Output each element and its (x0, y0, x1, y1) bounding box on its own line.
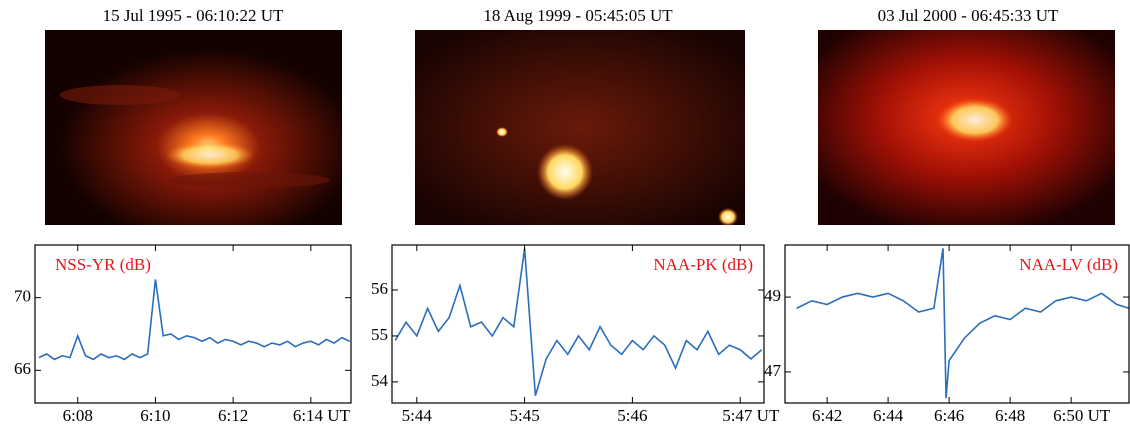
x-tick-label: 5:46 (617, 406, 647, 425)
image-panel (818, 30, 1115, 225)
image-panel (45, 30, 342, 225)
y-tick-label: 56 (371, 279, 388, 298)
legend-label: NSS-YR (dB) (55, 255, 151, 274)
series-line (394, 248, 763, 396)
y-tick-label: 54 (371, 371, 389, 390)
image-caption: 15 Jul 1995 - 06:10:22 UT (103, 6, 284, 25)
legend-label: NAA-LV (dB) (1019, 255, 1118, 274)
y-tick-label: 55 (371, 325, 388, 344)
chart: 66 70 6:08 6:10 6:12 6:14 UT NSS-YR (dB) (14, 244, 352, 425)
x-tick-label: 6:44 (873, 406, 904, 425)
plot-frame (391, 244, 765, 404)
x-tick-label: 5:47 UT (722, 406, 780, 425)
y-tick-label: 49 (764, 286, 781, 305)
image-caption: 18 Aug 1999 - 05:45:05 UT (483, 6, 673, 25)
x-tick-label: 6:12 (218, 406, 248, 425)
y-tick-label: 66 (14, 359, 31, 378)
x-tick-label: 6:14 UT (293, 406, 351, 425)
x-tick-label: 6:08 (63, 406, 93, 425)
x-tick-label: 6:48 (995, 406, 1025, 425)
x-tick-label: 5:44 (402, 406, 433, 425)
y-tick-label: 47 (764, 361, 782, 380)
series-line (38, 279, 351, 361)
series-line (796, 248, 1130, 399)
plot-frame (34, 244, 352, 404)
x-tick-label: 6:50 UT (1053, 406, 1111, 425)
x-tick-label: 5:45 (509, 406, 539, 425)
chart: 47 49 6:42 6:44 6:46 6:48 6:50 UT NAA-LV (dB) (764, 244, 1130, 425)
x-tick-label: 6:46 (934, 406, 964, 425)
image-panel (415, 30, 745, 226)
legend-label: NAA-PK (dB) (653, 255, 753, 274)
y-tick-label: 70 (14, 287, 31, 306)
plot-frame (784, 244, 1130, 404)
x-tick-label: 6:10 (140, 406, 170, 425)
image-caption: 03 Jul 2000 - 06:45:33 UT (878, 6, 1059, 25)
chart: 54 55 56 5:44 5:45 5:46 5:47 UT NAA-PK (dB) (371, 244, 780, 425)
x-tick-label: 6:42 (812, 406, 842, 425)
